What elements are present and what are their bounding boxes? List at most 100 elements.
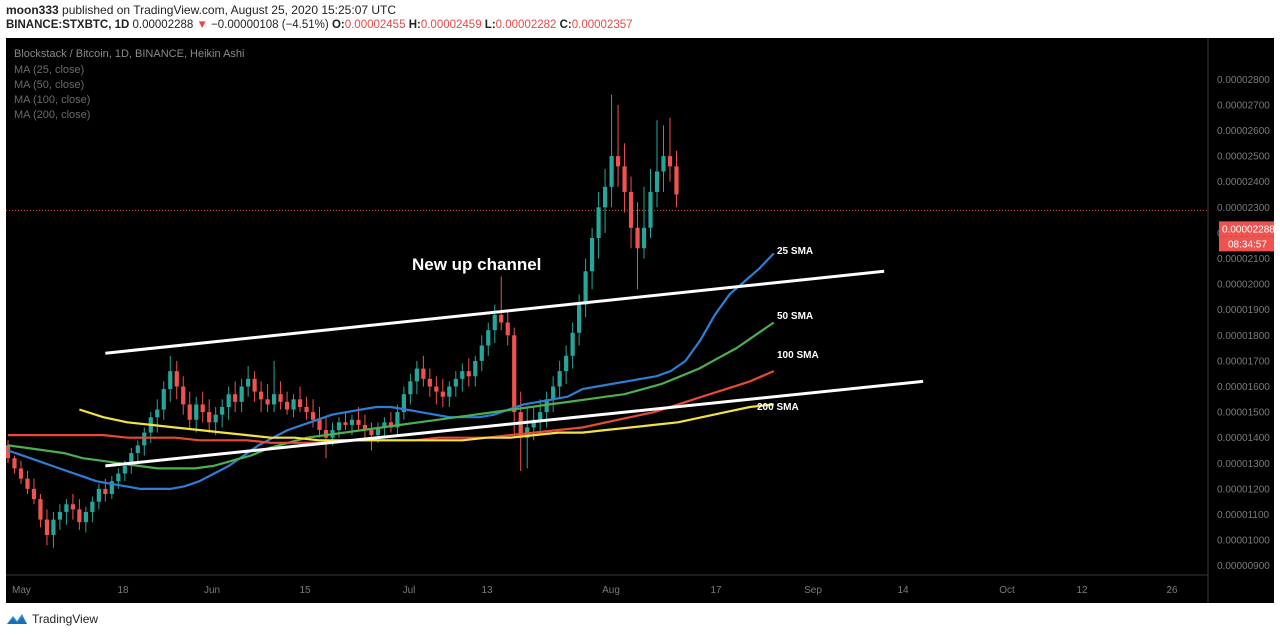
- sma25-label: 25 SMA: [777, 246, 813, 257]
- candle-body: [622, 166, 627, 192]
- time-tick-label: 17: [710, 585, 722, 596]
- price-tick-label: 0.00000900: [1217, 561, 1270, 572]
- candle-body: [155, 409, 160, 418]
- candle-body: [388, 422, 394, 428]
- candle-body: [64, 504, 69, 512]
- low-label: L:: [484, 19, 496, 31]
- price-tick-label: 0.00002000: [1217, 280, 1270, 291]
- candle-body: [641, 227, 647, 249]
- open-label: O:: [331, 19, 345, 31]
- candle-body: [116, 473, 121, 482]
- candle-body: [369, 430, 374, 436]
- candle-body: [252, 378, 257, 392]
- price-tick-label: 0.00001200: [1217, 484, 1270, 495]
- close-label: C:: [559, 19, 572, 31]
- candle-body: [648, 191, 653, 228]
- tradingview-logo-icon: [7, 614, 27, 624]
- candle-body: [538, 412, 543, 420]
- price-tick-label: 0.00001300: [1217, 459, 1270, 470]
- chart-background: [6, 38, 1274, 603]
- candle-body: [90, 501, 95, 512]
- candle-body: [375, 427, 381, 436]
- legend-ma100: MA (100, close): [14, 94, 90, 106]
- chart-legend-title: Blockstack / Bitcoin, 1D, BINANCE, Heiki…: [14, 48, 244, 60]
- price-tick-label: 0.00002400: [1217, 177, 1270, 188]
- candle-body: [577, 304, 582, 333]
- trendlines[interactable]: [105, 269, 924, 468]
- candle-body: [161, 389, 166, 410]
- candle-body: [440, 391, 445, 397]
- candle-body: [12, 458, 17, 469]
- time-tick-label: Jun: [204, 585, 220, 596]
- price-tick-label: 0.00002800: [1217, 75, 1270, 86]
- footer-brand[interactable]: TradingView: [6, 609, 98, 629]
- legend-ma200: MA (200, close): [14, 109, 90, 121]
- chart-panel[interactable]: 0.00000900 0.00001000 0.00001100 0.00001200…: [5, 38, 1275, 603]
- candle-body: [590, 238, 595, 272]
- candle-body: [479, 345, 484, 361]
- candle-body: [434, 386, 439, 392]
- publish-text: published on TradingView.com, August 25,…: [62, 3, 397, 17]
- moving-averages: [7, 252, 775, 490]
- candle-body: [181, 386, 186, 405]
- author-name[interactable]: moon333: [6, 3, 59, 17]
- candle-body: [310, 412, 316, 420]
- candle-body: [460, 371, 465, 379]
- price-tick-label: 0.00001100: [1217, 510, 1270, 521]
- candle-body: [297, 399, 303, 407]
- price-tick-label: 0.00001700: [1217, 356, 1270, 367]
- price-tick-label: 0.00001400: [1217, 433, 1270, 444]
- legend-ma50: MA (50, close): [14, 79, 84, 91]
- candle-body: [174, 371, 179, 387]
- candle-body: [70, 504, 75, 510]
- candle-body: [661, 156, 666, 172]
- candle-body: [602, 186, 608, 208]
- upper-trendline: [105, 269, 885, 355]
- candle-body: [31, 488, 37, 500]
- price-axis[interactable]: 0.00000900 0.00001000 0.00001100 0.00001200…: [1217, 75, 1270, 572]
- candle-body: [83, 511, 88, 523]
- candle-body: [382, 422, 387, 428]
- candle-body: [44, 519, 50, 535]
- candle-body: [615, 156, 621, 167]
- candle-body: [421, 368, 426, 379]
- candle-body: [628, 191, 634, 228]
- candle-body: [187, 404, 192, 420]
- price-tick-label: 0.00002700: [1217, 100, 1270, 111]
- last-price-tag-text: 0.00002288: [1222, 224, 1274, 235]
- change-value: −0.00000108 (−4.51%): [211, 19, 329, 31]
- candle-body: [564, 355, 569, 372]
- candle-body: [57, 511, 63, 520]
- candle-body: [408, 381, 413, 395]
- publish-info: moon333 published on TradingView.com, Au…: [6, 3, 396, 17]
- candle-body: [109, 481, 114, 495]
- footer-brand-text: TradingView: [32, 612, 99, 626]
- time-tick-label: 26: [1166, 585, 1178, 596]
- candle-body: [226, 394, 231, 407]
- candle-body: [336, 422, 342, 431]
- time-tick-label: 15: [299, 585, 311, 596]
- candle-body: [505, 322, 510, 336]
- candle-body: [5, 445, 11, 459]
- time-axis[interactable]: May 18 Jun 15 Jul 13 Aug 17 Sep 14 Oct 12 26: [12, 585, 1178, 596]
- candle-body: [674, 166, 679, 195]
- candle-body: [168, 371, 173, 390]
- candle-body: [518, 412, 523, 438]
- close-value: 0.00002357: [571, 19, 633, 31]
- candle-body: [135, 445, 140, 454]
- candle-body: [492, 314, 497, 331]
- candle-body: [213, 414, 218, 423]
- candle-body: [25, 478, 30, 489]
- candle-body: [122, 465, 127, 474]
- candle-body: [635, 227, 640, 249]
- candle-body: [323, 430, 329, 438]
- price-chart[interactable]: 0.00000900 0.00001000 0.00001100 0.00001200…: [5, 38, 1275, 603]
- candle-body: [239, 386, 244, 402]
- candle-body: [414, 368, 419, 382]
- price-tick-label: 0.00001600: [1217, 382, 1270, 393]
- candle-body: [401, 394, 406, 413]
- price-tick-label: 0.00001900: [1217, 305, 1270, 316]
- sma100-label: 100 SMA: [777, 350, 819, 361]
- candle-body: [395, 412, 400, 428]
- candle-body: [466, 371, 471, 377]
